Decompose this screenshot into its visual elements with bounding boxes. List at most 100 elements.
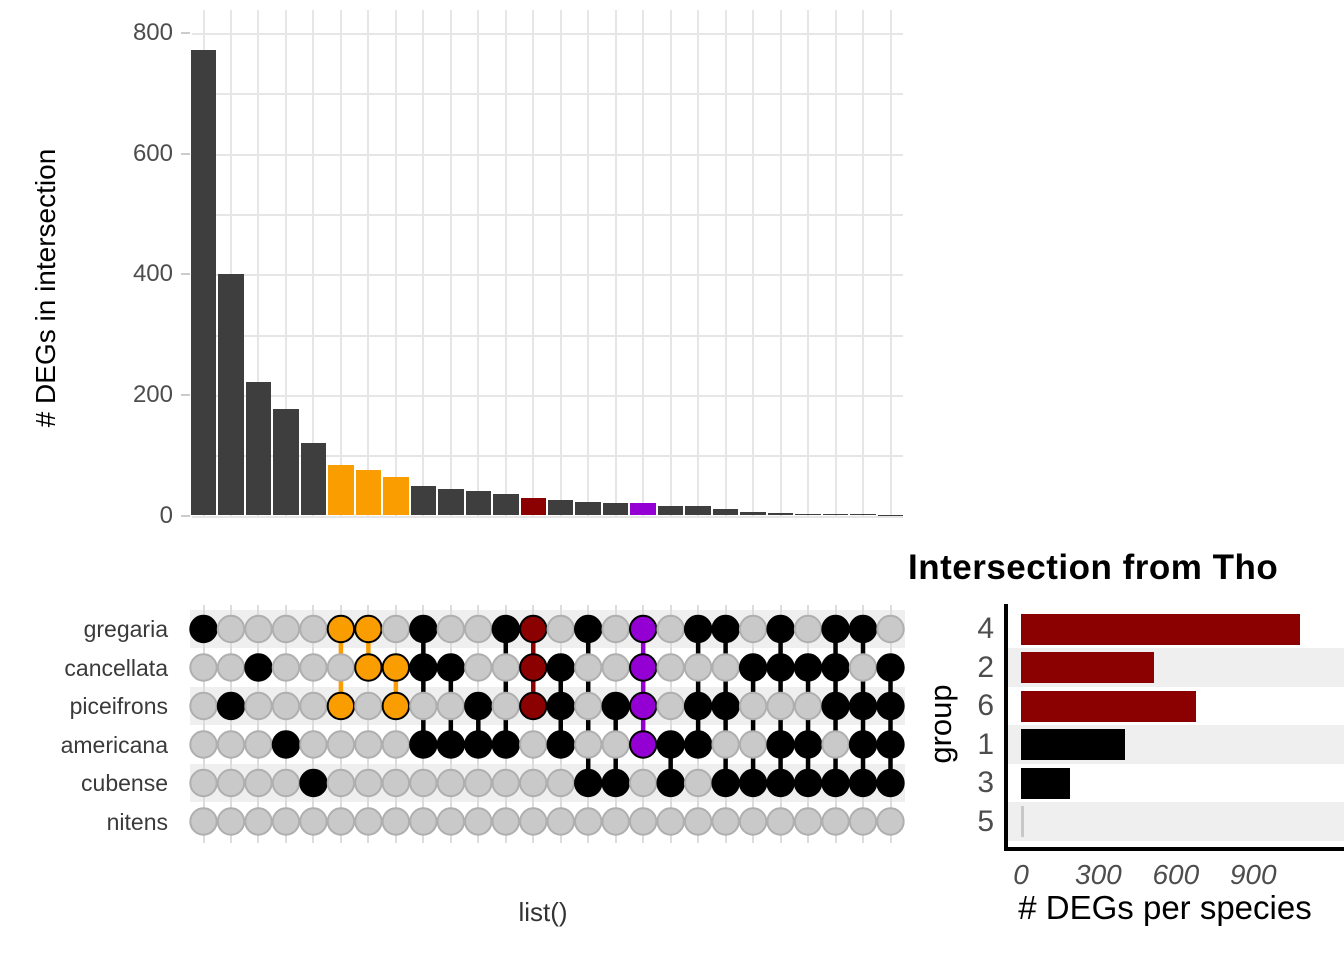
intersection-bar bbox=[218, 274, 244, 516]
matrix-row-label-piceifrons: piceifrons bbox=[69, 693, 168, 719]
intersection-bar bbox=[328, 464, 354, 516]
set-dot-inactive bbox=[409, 691, 438, 721]
set-dot-active bbox=[793, 768, 823, 798]
right-chart-x-axis-line bbox=[1003, 846, 1344, 851]
set-dot-active bbox=[656, 730, 685, 759]
set-dot-inactive bbox=[738, 614, 768, 644]
set-dot-active bbox=[381, 653, 411, 682]
intersection-bar bbox=[795, 513, 821, 516]
matrix-row-label-nitens: nitens bbox=[106, 808, 168, 835]
set-dot-inactive bbox=[189, 768, 218, 798]
set-dot-active bbox=[628, 691, 658, 721]
y-tick-label: 400 bbox=[132, 260, 173, 288]
intersection-bar bbox=[547, 499, 574, 516]
v-gridline bbox=[834, 10, 837, 516]
v-gridline bbox=[614, 10, 617, 516]
set-dot-inactive bbox=[738, 730, 768, 759]
set-dot-inactive bbox=[271, 653, 301, 682]
intersection-bar bbox=[657, 505, 684, 516]
matrix-v-gridline bbox=[284, 605, 287, 843]
set-dot-active bbox=[409, 614, 438, 644]
set-dot-inactive bbox=[546, 807, 575, 836]
group-bar-5 bbox=[1021, 806, 1024, 837]
set-dot-inactive bbox=[216, 614, 246, 644]
set-dot-inactive bbox=[299, 730, 328, 759]
set-dot-inactive bbox=[299, 691, 328, 721]
h-gridline bbox=[192, 334, 903, 337]
set-dot-inactive bbox=[821, 807, 850, 836]
set-dot-active bbox=[711, 768, 740, 798]
v-gridline bbox=[642, 10, 645, 516]
set-dot-inactive bbox=[244, 730, 273, 759]
matrix-v-gridline bbox=[669, 605, 672, 843]
set-dot-active bbox=[793, 653, 823, 682]
set-dot-inactive bbox=[491, 768, 520, 798]
set-dot-inactive bbox=[491, 691, 520, 721]
group-tick-label-1: 1 bbox=[977, 727, 994, 761]
matrix-v-gridline bbox=[339, 605, 342, 843]
set-dot-inactive bbox=[354, 730, 383, 759]
set-dot-inactive bbox=[216, 768, 246, 798]
set-dot-inactive bbox=[464, 653, 493, 682]
set-dot-inactive bbox=[574, 807, 603, 836]
intersection-bar bbox=[877, 514, 904, 516]
intersection-bar bbox=[493, 493, 519, 516]
matrix-v-gridline bbox=[229, 605, 232, 843]
group-tick-label-4: 4 bbox=[977, 612, 994, 645]
set-dot-active bbox=[381, 691, 411, 721]
intersection-bar bbox=[245, 381, 272, 516]
v-gridline bbox=[532, 10, 535, 516]
set-dot-active bbox=[491, 730, 520, 759]
h-gridline bbox=[192, 33, 903, 36]
set-dot-active bbox=[326, 691, 356, 721]
set-dot-active bbox=[519, 653, 548, 682]
set-dot-active bbox=[711, 691, 740, 721]
set-dot-inactive bbox=[711, 807, 740, 836]
intersection-bar bbox=[465, 491, 492, 516]
intersection-bar bbox=[822, 514, 849, 516]
intersection-bar bbox=[712, 509, 739, 516]
set-dot-inactive bbox=[409, 807, 438, 836]
v-gridline bbox=[807, 10, 810, 516]
set-dot-inactive bbox=[683, 807, 713, 836]
set-dot-inactive bbox=[436, 768, 466, 798]
set-dot-active bbox=[876, 653, 905, 682]
intersection-bar bbox=[383, 476, 409, 516]
set-dot-active bbox=[738, 653, 768, 682]
set-dot-inactive bbox=[519, 730, 548, 759]
set-dot-inactive bbox=[381, 730, 411, 759]
set-dot-active bbox=[711, 614, 740, 644]
set-dot-active bbox=[326, 614, 356, 644]
set-dot-active bbox=[876, 768, 905, 798]
set-dot-active bbox=[683, 691, 713, 721]
set-dot-active bbox=[628, 730, 658, 759]
v-gridline bbox=[889, 10, 892, 516]
set-dot-inactive bbox=[574, 691, 603, 721]
set-dot-inactive bbox=[299, 807, 328, 836]
set-dot-inactive bbox=[189, 653, 218, 682]
right-chart-y-axis-line bbox=[1003, 604, 1008, 850]
v-gridline bbox=[284, 10, 287, 516]
set-dot-inactive bbox=[738, 691, 768, 721]
matrix-row-label-cubense: cubense bbox=[81, 770, 168, 796]
group-tick-label-6: 6 bbox=[977, 689, 994, 722]
v-gridline bbox=[724, 10, 727, 516]
set-dot-active bbox=[821, 653, 850, 682]
set-dot-active bbox=[793, 730, 823, 759]
set-dot-inactive bbox=[326, 807, 356, 836]
set-dot-inactive bbox=[793, 807, 823, 836]
set-dot-active bbox=[601, 768, 630, 798]
matrix-v-gridline bbox=[532, 605, 535, 843]
x-axis-title: list() bbox=[518, 897, 568, 927]
v-gridline bbox=[504, 10, 507, 516]
group-tick-label-2: 2 bbox=[977, 650, 994, 684]
set-dot-inactive bbox=[326, 768, 356, 798]
set-dot-inactive bbox=[409, 768, 438, 798]
set-dot-active bbox=[546, 691, 575, 721]
set-dot-inactive bbox=[244, 807, 273, 836]
set-dot-inactive bbox=[519, 807, 548, 836]
set-dot-active bbox=[656, 768, 685, 798]
v-gridline bbox=[669, 10, 672, 516]
v-gridline bbox=[862, 10, 865, 516]
set-dot-active bbox=[436, 653, 466, 682]
